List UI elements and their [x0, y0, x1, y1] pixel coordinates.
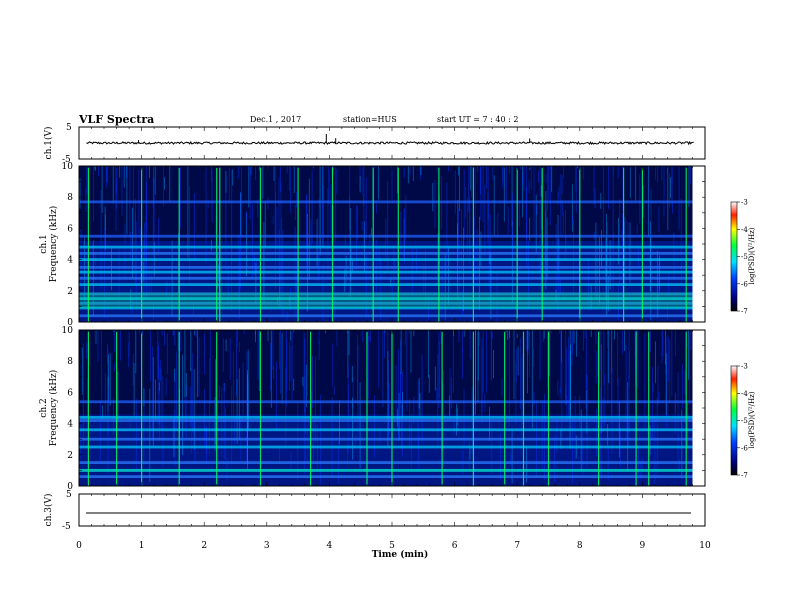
- ch1-spectrogram-channel-label: ch.1: [39, 234, 49, 253]
- spec2-band-5.4khz: [79, 400, 693, 404]
- ch1-colorbar-label: log(PSD)(V²/Hz): [748, 227, 756, 284]
- spec2-no-data-strip: [692, 330, 705, 486]
- spec2-band-4.4khz: [79, 416, 693, 419]
- time-tick-label: 9: [640, 541, 646, 551]
- ch2-colorbar: [730, 365, 738, 476]
- spec2-band-0.6khz: [79, 475, 693, 478]
- spec2-band-4.2khz: [79, 419, 693, 422]
- ch2-colorbar-tick-label: -3: [741, 363, 748, 371]
- ch2-spectrogram-ylabel: Frequency (kHz): [48, 370, 59, 447]
- ch3-waveform-ticks: [78, 494, 706, 526]
- ch2-colorbar-ticks: -3 -4 -5 -6 -7: [737, 363, 748, 480]
- spec1-band-3.2khz: [79, 270, 693, 274]
- ch1-spectrogram-panel: ch.1 Frequency (kHz) -3 -4 -5 -6 -7 log(PSD)…: [39, 165, 756, 323]
- spec1-band-5.5khz: [79, 234, 693, 238]
- ch1-ytick-top: 5: [66, 123, 72, 133]
- ch1-spectrogram-ticks: [78, 165, 706, 323]
- spec2-lowband-noise: [79, 414, 693, 486]
- spec2-ytick-label: 10: [62, 326, 74, 336]
- ch1-colorbar-tick-label: -7: [741, 308, 748, 316]
- spec1-band-2.8khz: [79, 276, 693, 280]
- spec2-band-2.5khz: [79, 445, 693, 449]
- spec1-band-4khz: [79, 258, 693, 261]
- spec1-band-1.8khz: [79, 292, 693, 296]
- ch1-ytick-bottom: -5: [62, 155, 71, 165]
- spec2-ytick-label: 0: [67, 482, 73, 492]
- header-date: Dec.1 , 2017: [250, 115, 301, 124]
- spec1-ytick-label: 8: [67, 193, 73, 203]
- ch1-spectrogram-image: [79, 166, 705, 322]
- ch2-colorbar-tick-label: -6: [741, 444, 748, 452]
- ch1-waveform-trace: [86, 134, 694, 146]
- spec1-band-7.7khz: [79, 200, 693, 204]
- time-tick-label: 8: [577, 541, 583, 551]
- spec2-green-band: [79, 468, 693, 472]
- time-axis-label: Time (min): [372, 549, 429, 560]
- ch2-spectrogram-image: [79, 330, 705, 486]
- time-tick-label: 2: [201, 541, 207, 551]
- ch1-colorbar-tick-label: -6: [741, 280, 748, 288]
- time-tick-label: 6: [452, 541, 458, 551]
- ch1-colorbar-tick-label: -4: [741, 226, 748, 234]
- ch1-colorbar: [730, 201, 738, 312]
- spec2-ytick-label: 4: [67, 420, 73, 430]
- ch1-waveform-panel: 5 -5 ch.1(V): [43, 123, 706, 165]
- header-station: station=HUS: [343, 115, 397, 124]
- ch1-waveform-ticks: [78, 127, 706, 159]
- ch2-colorbar-tick-label: -7: [741, 472, 748, 480]
- spec1-band-2.4khz: [79, 283, 693, 286]
- spec1-ytick-label: 0: [67, 318, 73, 328]
- ch2-colorbar-label: log(PSD)(V²/Hz): [748, 391, 756, 448]
- spec2-ytick-label: 6: [67, 388, 73, 398]
- spec1-band-1.5khz: [79, 297, 693, 300]
- ch2-colorbar-tick-label: -5: [741, 417, 748, 425]
- ch3-waveform-frame: [78, 493, 706, 527]
- spec2-ytick-label: 2: [67, 451, 73, 461]
- spec1-band-4.8khz: [79, 245, 693, 249]
- spec1-ytick-label: 6: [67, 224, 73, 234]
- spec1-no-data-strip: [692, 166, 705, 322]
- ch1-waveform-ylabel: ch.1(V): [43, 127, 54, 160]
- ch3-ytick-top: 5: [66, 490, 72, 500]
- spec2-ytick-label: 8: [67, 357, 73, 367]
- ch1-spectrogram-ylabel: Frequency (kHz): [48, 206, 59, 283]
- spec1-band-0.4khz: [79, 314, 693, 318]
- time-tick-label: 3: [264, 541, 270, 551]
- ch2-spectrogram-ticks: [78, 329, 706, 487]
- spec2-band-1.5khz: [79, 461, 693, 464]
- spec2-band-1khz: [79, 469, 693, 472]
- ch1-colorbar-tick-label: -3: [741, 199, 748, 207]
- spec1-ytick-label: 10: [62, 162, 74, 172]
- spec1-ytick-label: 2: [67, 287, 73, 297]
- time-tick-label: 5: [389, 541, 395, 551]
- spec1-ytick-label: 4: [67, 256, 73, 266]
- time-tick-label: 0: [76, 541, 82, 551]
- figure-title: VLF Spectra: [78, 113, 154, 126]
- ch3-waveform-panel: 5 -5 ch.3(V) 0 1 2 3 4 5 6 7 8 9 10 Time (min): [43, 490, 711, 560]
- header-start-ut: start UT = 7 : 40 : 2: [437, 115, 518, 124]
- ch3-ytick-bottom: -5: [62, 522, 71, 532]
- ch2-spectrogram-channel-label: ch.2: [39, 398, 49, 417]
- spec2-band-3khz: [79, 437, 693, 441]
- ch2-spectrogram-panel: ch.2 Frequency (kHz) -3 -4 -5 -6 -7 log(PSD)…: [39, 329, 756, 487]
- time-axis-tick-labels: 0 1 2 3 4 5 6 7 8 9 10: [76, 541, 711, 551]
- ch3-waveform-ylabel: ch.3(V): [43, 494, 54, 527]
- spec1-band-0.9khz: [79, 306, 693, 310]
- spec1-green-band: [79, 292, 693, 308]
- spec2-band-3.6khz: [79, 428, 693, 432]
- ch1-colorbar-ticks: -3 -4 -5 -6 -7: [737, 199, 748, 316]
- time-tick-label: 7: [514, 541, 520, 551]
- spec1-band-3.5khz: [79, 266, 693, 269]
- time-tick-label: 10: [699, 541, 711, 551]
- ch1-colorbar-tick-label: -5: [741, 253, 748, 261]
- time-tick-label: 1: [139, 541, 145, 551]
- spec1-band-4.4khz: [79, 252, 693, 255]
- spec1-band-1.2khz: [79, 301, 693, 305]
- ch2-colorbar-tick-label: -4: [741, 390, 748, 398]
- time-tick-label: 4: [327, 541, 333, 551]
